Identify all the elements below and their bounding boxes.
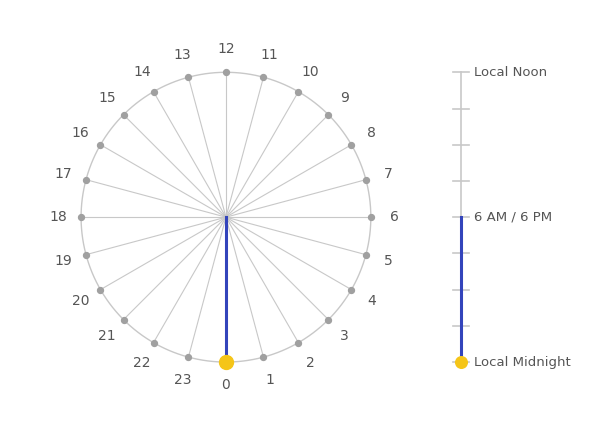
Point — [96, 141, 105, 148]
Text: 22: 22 — [133, 356, 151, 370]
Text: Local Midnight: Local Midnight — [474, 356, 571, 369]
Point — [366, 214, 376, 221]
Text: 5: 5 — [384, 254, 393, 267]
Point — [119, 316, 128, 323]
Text: 8: 8 — [367, 126, 376, 140]
Text: 11: 11 — [261, 48, 279, 62]
Text: 0: 0 — [222, 378, 231, 392]
Point — [221, 359, 231, 366]
Text: 17: 17 — [55, 167, 72, 181]
Point — [96, 286, 105, 293]
Text: Local Noon: Local Noon — [474, 66, 547, 79]
Point — [361, 176, 371, 183]
Text: 3: 3 — [340, 329, 349, 343]
Point — [184, 74, 193, 81]
Point — [149, 88, 158, 95]
Text: 6: 6 — [389, 210, 398, 224]
Point — [259, 74, 268, 81]
Text: 13: 13 — [174, 48, 191, 62]
Text: 20: 20 — [72, 294, 89, 308]
Point — [149, 339, 158, 346]
Point — [361, 251, 371, 258]
Point — [294, 339, 303, 346]
Text: 2: 2 — [305, 356, 314, 370]
Text: 21: 21 — [98, 329, 116, 343]
Text: 12: 12 — [217, 42, 235, 56]
Text: 23: 23 — [174, 372, 191, 387]
Point — [119, 111, 128, 118]
Point — [347, 141, 356, 148]
Point — [184, 354, 193, 361]
Text: 15: 15 — [98, 91, 116, 105]
Text: 16: 16 — [71, 126, 89, 140]
Text: 4: 4 — [367, 294, 376, 308]
Point — [347, 286, 356, 293]
Point — [76, 214, 86, 221]
Text: 9: 9 — [340, 91, 349, 105]
Point — [81, 176, 91, 183]
Text: 18: 18 — [49, 210, 66, 224]
Point — [259, 354, 268, 361]
Point — [323, 111, 333, 118]
Point — [81, 251, 91, 258]
Text: 19: 19 — [55, 254, 72, 267]
Point — [323, 316, 333, 323]
Text: 6 AM / 6 PM: 6 AM / 6 PM — [474, 211, 552, 224]
Text: 10: 10 — [301, 64, 319, 79]
Point — [221, 359, 231, 366]
Text: 14: 14 — [133, 64, 151, 79]
Point — [294, 88, 303, 95]
Point — [221, 69, 231, 76]
Text: 1: 1 — [265, 372, 274, 387]
Point — [456, 359, 465, 366]
Text: 7: 7 — [384, 167, 393, 181]
